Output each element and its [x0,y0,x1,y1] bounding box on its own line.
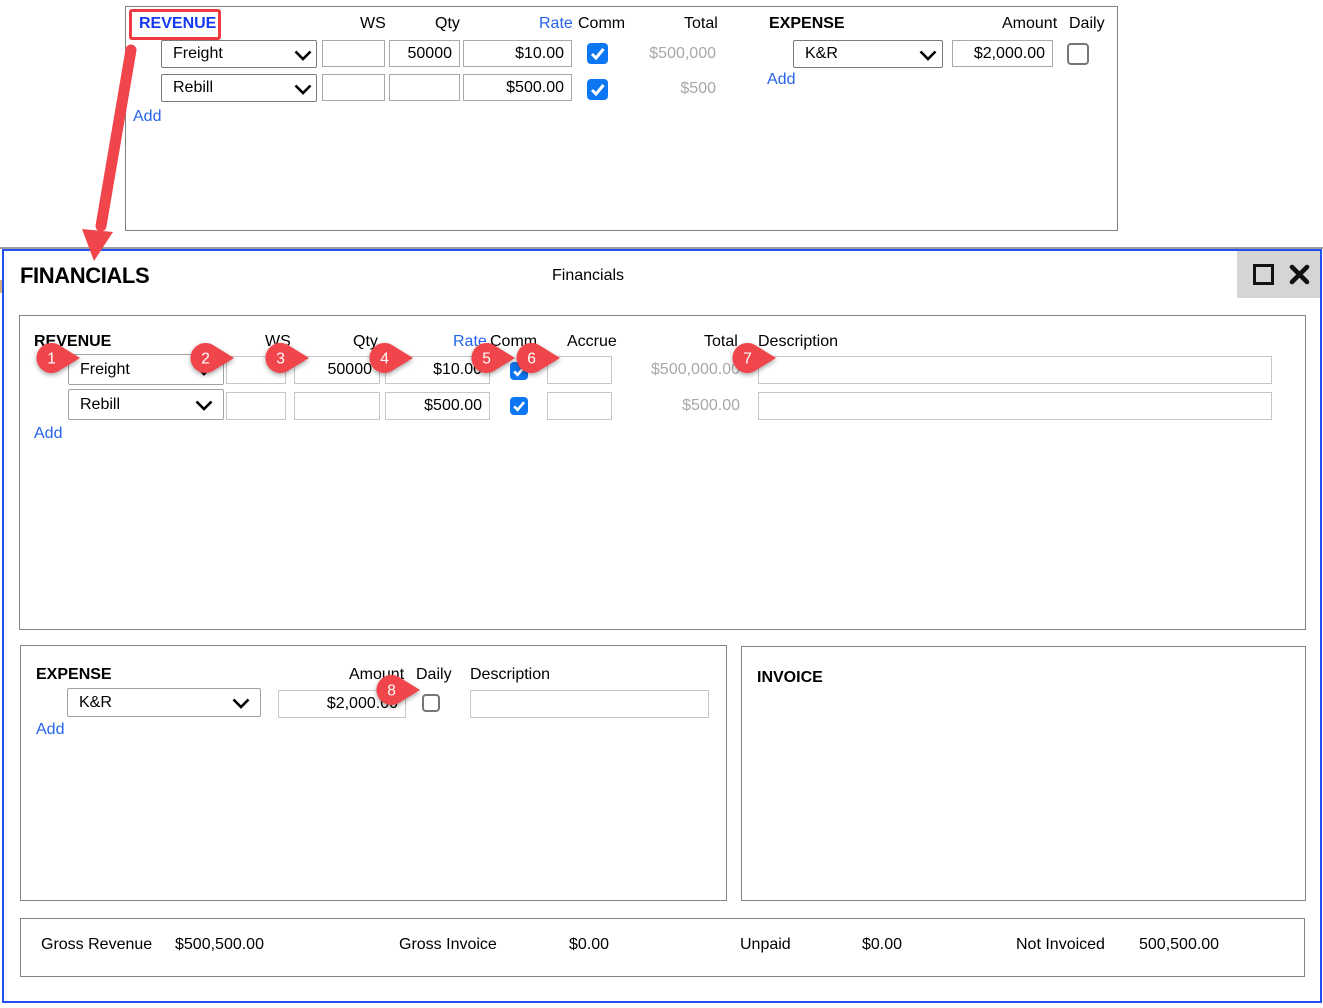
svg-text:2: 2 [201,350,210,367]
svg-text:7: 7 [743,350,752,367]
svg-text:6: 6 [527,350,536,367]
svg-text:3: 3 [276,350,285,367]
svg-text:1: 1 [47,351,56,368]
svg-text:8: 8 [387,683,396,700]
svg-text:4: 4 [380,350,389,367]
svg-text:5: 5 [482,350,491,367]
